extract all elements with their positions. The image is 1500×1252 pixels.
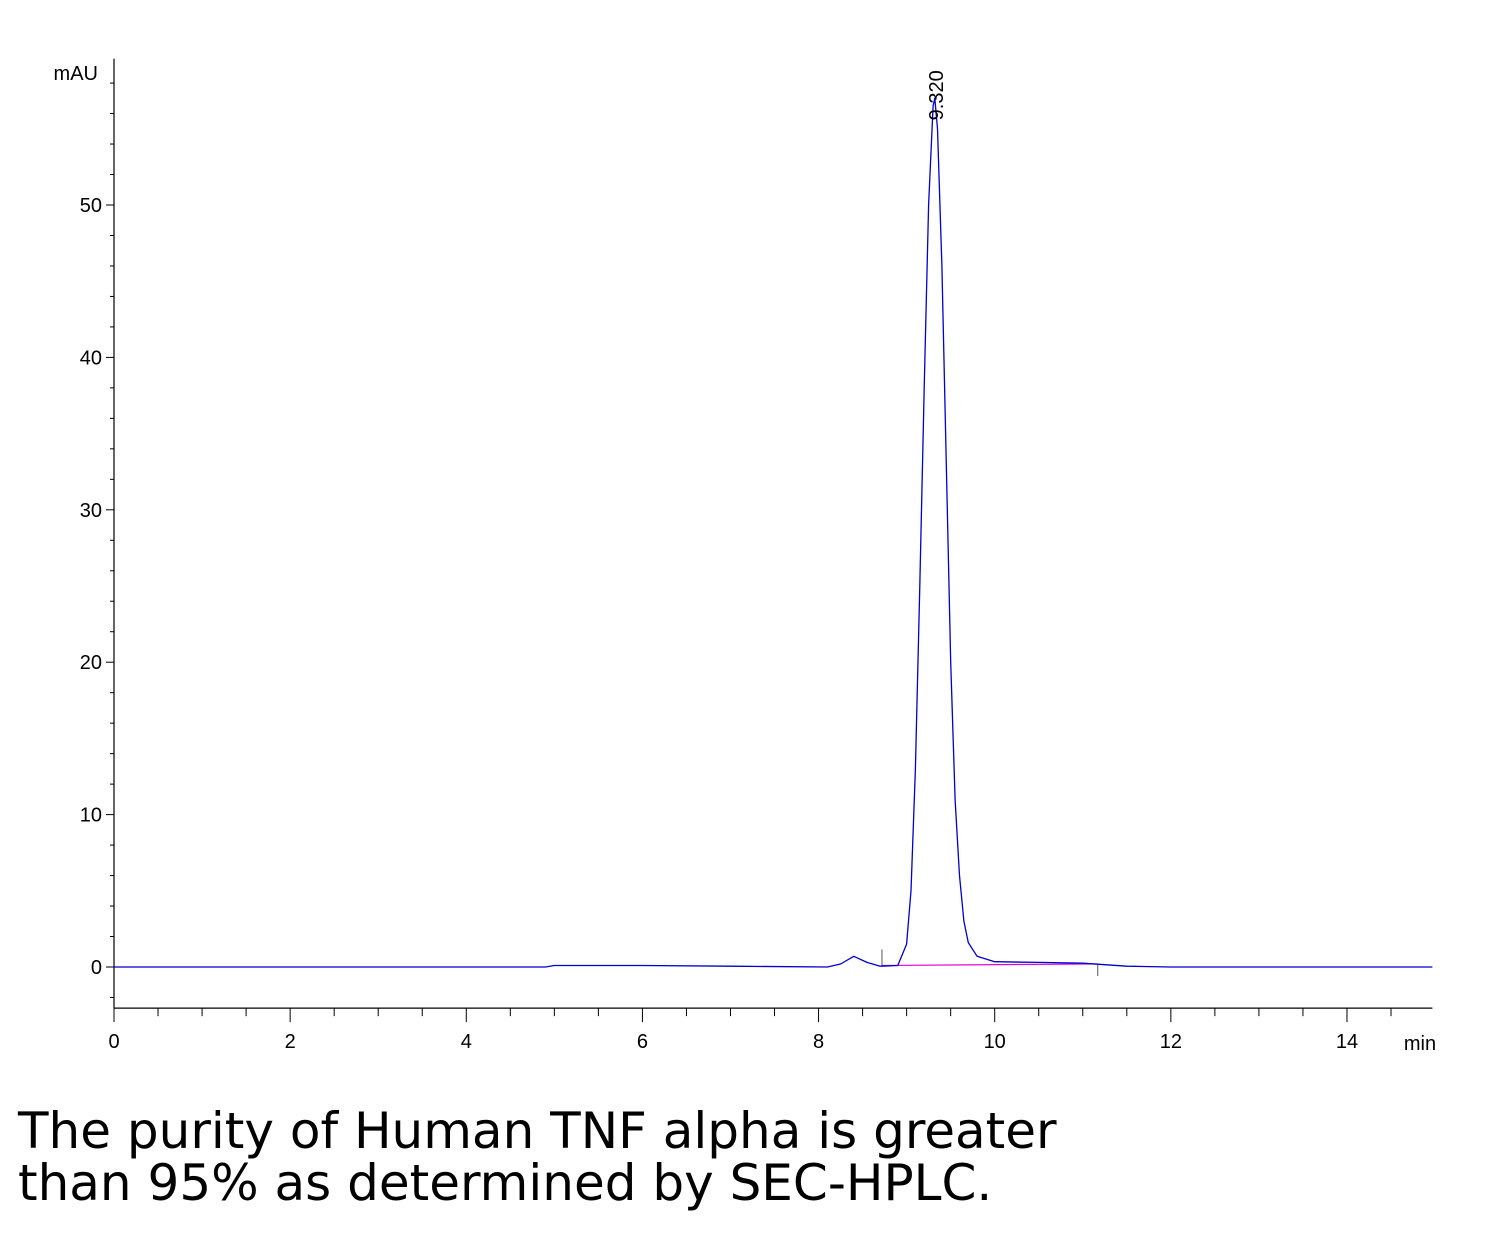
chromatogram-chart: 0 10 20 30 40 50 0 2 4 6 8 10 12 14 9.320 mAU min <box>54 58 1436 1055</box>
y-tick-label: 40 <box>80 347 102 369</box>
y-tick-label: 10 <box>80 805 102 827</box>
y-tick-label: 0 <box>91 957 102 979</box>
x-tick-label: 8 <box>813 1031 824 1053</box>
y-axis-label: mAU <box>54 63 98 85</box>
x-tick-label: 0 <box>108 1031 119 1053</box>
caption-line-1: The purity of Human TNF alpha is greater <box>18 1102 1057 1160</box>
x-axis-label: min <box>1404 1033 1436 1055</box>
y-tick-label: 30 <box>80 500 102 522</box>
x-tick-label: 10 <box>984 1031 1006 1053</box>
x-tick-label: 6 <box>637 1031 648 1053</box>
x-tick-label: 12 <box>1160 1031 1182 1053</box>
integration-baseline <box>881 963 1098 967</box>
x-tick-label: 2 <box>285 1031 296 1053</box>
peak-retention-label: 9.320 <box>926 70 948 120</box>
x-tick-label: 14 <box>1336 1031 1358 1053</box>
x-tick-label: 4 <box>461 1031 472 1053</box>
y-tick-label: 20 <box>80 652 102 674</box>
marks: 9.320 <box>114 70 1433 976</box>
axes: 0 10 20 30 40 50 0 2 4 6 8 10 12 14 <box>80 58 1433 1053</box>
caption-line-2: than 95% as determined by SEC-HPLC. <box>18 1154 993 1212</box>
caption: The purity of Human TNF alpha is greater… <box>18 1105 1057 1209</box>
y-tick-label: 50 <box>80 195 102 217</box>
signal-trace <box>114 97 1433 968</box>
